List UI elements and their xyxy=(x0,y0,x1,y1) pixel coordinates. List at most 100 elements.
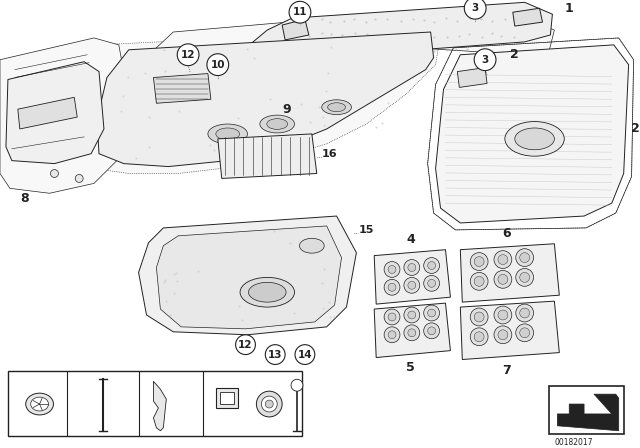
FancyBboxPatch shape xyxy=(220,392,234,404)
Circle shape xyxy=(388,283,396,291)
Circle shape xyxy=(424,258,440,273)
Polygon shape xyxy=(6,62,104,164)
Circle shape xyxy=(474,312,484,322)
Text: 12: 12 xyxy=(238,340,253,350)
FancyBboxPatch shape xyxy=(216,388,237,408)
Circle shape xyxy=(494,306,512,324)
Circle shape xyxy=(494,271,512,288)
Circle shape xyxy=(498,330,508,340)
Circle shape xyxy=(470,328,488,346)
Circle shape xyxy=(470,272,488,290)
Circle shape xyxy=(424,305,440,321)
Circle shape xyxy=(474,276,484,286)
Circle shape xyxy=(428,262,436,270)
Polygon shape xyxy=(458,68,487,87)
Circle shape xyxy=(295,345,315,365)
Circle shape xyxy=(408,311,416,319)
Text: 11: 11 xyxy=(292,7,307,17)
Circle shape xyxy=(261,396,277,412)
Ellipse shape xyxy=(31,397,49,411)
Circle shape xyxy=(404,259,420,276)
Circle shape xyxy=(384,262,400,277)
Circle shape xyxy=(516,249,534,267)
Polygon shape xyxy=(0,38,129,193)
Ellipse shape xyxy=(240,277,294,307)
Text: 13: 13 xyxy=(268,349,282,360)
Circle shape xyxy=(408,263,416,271)
Circle shape xyxy=(428,280,436,287)
Circle shape xyxy=(424,276,440,291)
Polygon shape xyxy=(218,134,317,178)
Text: 15: 15 xyxy=(358,225,374,235)
Polygon shape xyxy=(18,97,77,129)
Circle shape xyxy=(516,304,534,322)
Text: 3: 3 xyxy=(12,377,19,388)
Circle shape xyxy=(424,323,440,339)
Ellipse shape xyxy=(248,282,286,302)
Polygon shape xyxy=(436,45,628,223)
Circle shape xyxy=(266,345,285,365)
Polygon shape xyxy=(374,250,451,304)
Circle shape xyxy=(384,327,400,343)
Circle shape xyxy=(470,308,488,326)
Text: 4: 4 xyxy=(406,233,415,246)
Polygon shape xyxy=(154,381,166,431)
Ellipse shape xyxy=(505,121,564,156)
Circle shape xyxy=(51,169,58,177)
Text: 14: 14 xyxy=(282,377,296,388)
Ellipse shape xyxy=(208,124,248,144)
FancyBboxPatch shape xyxy=(8,371,302,436)
Polygon shape xyxy=(513,8,543,26)
Polygon shape xyxy=(154,73,211,103)
Circle shape xyxy=(516,268,534,286)
Circle shape xyxy=(408,281,416,289)
Circle shape xyxy=(464,0,486,19)
Text: 10: 10 xyxy=(71,377,84,388)
Circle shape xyxy=(494,326,512,344)
Circle shape xyxy=(236,335,255,354)
Polygon shape xyxy=(282,19,309,40)
Circle shape xyxy=(520,272,530,282)
Text: 12: 12 xyxy=(208,377,221,388)
Polygon shape xyxy=(460,244,559,302)
Circle shape xyxy=(516,324,534,342)
Ellipse shape xyxy=(328,103,346,112)
Circle shape xyxy=(388,313,396,321)
Polygon shape xyxy=(77,28,440,173)
Text: 14: 14 xyxy=(298,349,312,360)
Circle shape xyxy=(520,328,530,338)
Circle shape xyxy=(384,280,400,295)
Circle shape xyxy=(266,400,273,408)
Ellipse shape xyxy=(515,128,554,150)
Circle shape xyxy=(291,379,303,391)
Circle shape xyxy=(257,391,282,417)
Circle shape xyxy=(474,49,496,71)
FancyBboxPatch shape xyxy=(549,386,623,434)
Text: 10: 10 xyxy=(211,60,225,69)
Circle shape xyxy=(474,332,484,342)
Polygon shape xyxy=(557,394,619,431)
Polygon shape xyxy=(156,226,342,329)
Circle shape xyxy=(76,174,83,182)
Circle shape xyxy=(388,266,396,273)
Text: 11: 11 xyxy=(112,377,125,388)
Text: 3: 3 xyxy=(481,55,489,65)
Ellipse shape xyxy=(216,128,239,140)
Polygon shape xyxy=(139,216,356,335)
Circle shape xyxy=(384,309,400,325)
Ellipse shape xyxy=(26,393,54,415)
Circle shape xyxy=(404,325,420,341)
Polygon shape xyxy=(119,10,554,99)
Ellipse shape xyxy=(260,115,294,133)
Text: 13: 13 xyxy=(246,377,259,388)
Text: 12: 12 xyxy=(181,50,195,60)
Circle shape xyxy=(289,1,311,23)
Polygon shape xyxy=(460,301,559,359)
Text: 7: 7 xyxy=(502,365,511,378)
Circle shape xyxy=(428,327,436,335)
Circle shape xyxy=(404,307,420,323)
Text: 3: 3 xyxy=(472,3,479,13)
Text: 1: 1 xyxy=(564,2,573,15)
Circle shape xyxy=(207,54,228,76)
Polygon shape xyxy=(237,2,552,62)
